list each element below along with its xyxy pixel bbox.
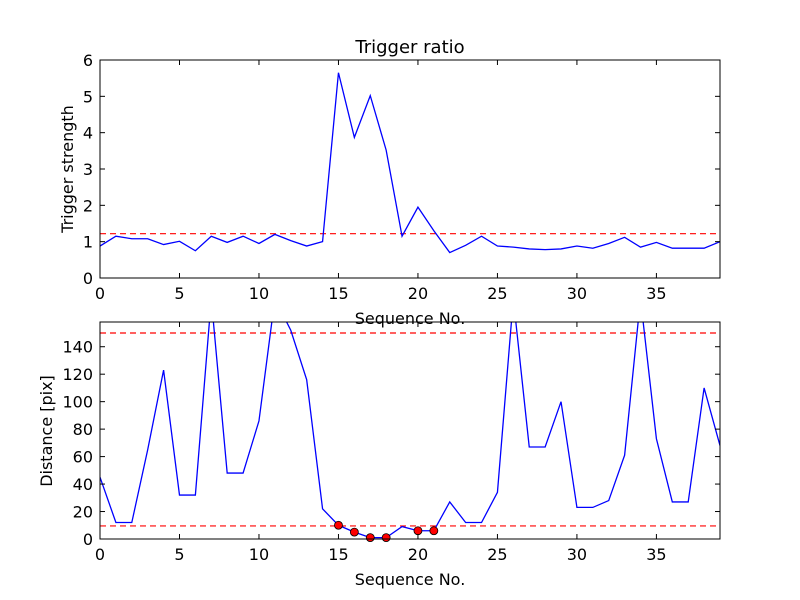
x-tick-label: 30 — [567, 284, 587, 303]
y-tick-label: 80 — [73, 420, 93, 439]
x-tick-label: 25 — [487, 545, 507, 564]
y-tick-label: 0 — [83, 269, 93, 288]
distance-xlabel: Sequence No. — [355, 570, 466, 589]
y-tick-label: 3 — [83, 160, 93, 179]
trigger-ratio-xlabel: Sequence No. — [355, 309, 466, 328]
x-tick-label: 15 — [328, 284, 348, 303]
y-tick-label: 4 — [83, 124, 93, 143]
x-tick-label: 5 — [174, 545, 184, 564]
data-point-marker — [365, 533, 375, 543]
trigger-ratio-ylabel: Trigger strength — [58, 105, 77, 234]
y-tick-label: 40 — [73, 475, 93, 494]
y-tick-label: 5 — [83, 87, 93, 106]
x-tick-label: 10 — [249, 284, 269, 303]
trigger-ratio-axes: Trigger ratio Sequence No. Trigger stren… — [58, 37, 721, 328]
distance-axes: Sequence No. Distance [pix] 0 5 10 15 20 25 30… — [37, 321, 721, 589]
data-point-marker — [381, 533, 391, 543]
x-tick-label: 25 — [487, 284, 507, 303]
y-tick-label: 0 — [83, 530, 93, 549]
series-line — [100, 72, 720, 254]
x-tick-label: 0 — [95, 545, 105, 564]
y-tick-label: 20 — [73, 503, 93, 522]
x-tick-label: 0 — [95, 284, 105, 303]
y-tick-label: 120 — [62, 365, 93, 384]
y-tick-label: 140 — [62, 338, 93, 357]
distance-ylabel: Distance [pix] — [37, 375, 56, 487]
x-tick-label: 5 — [174, 284, 184, 303]
data-point-marker — [429, 526, 439, 536]
y-tick-label: 1 — [83, 233, 93, 252]
y-tick-label: 6 — [83, 51, 93, 70]
axes-frame — [99, 321, 721, 540]
x-tick-label: 35 — [646, 284, 666, 303]
data-point-marker — [334, 520, 343, 530]
data-point-marker — [413, 526, 423, 536]
x-tick-label: 35 — [646, 545, 666, 564]
y-tick-label: 2 — [83, 196, 93, 215]
series-line — [100, 322, 720, 539]
x-tick-label: 10 — [249, 545, 269, 564]
x-tick-label: 20 — [408, 545, 428, 564]
x-tick-label: 15 — [328, 545, 348, 564]
trigger-ratio-title: Trigger ratio — [354, 37, 464, 58]
y-tick-label: 100 — [62, 393, 93, 412]
data-point-marker — [349, 527, 359, 537]
y-tick-label: 60 — [73, 448, 93, 467]
x-tick-label: 20 — [408, 284, 428, 303]
x-tick-label: 30 — [567, 545, 587, 564]
